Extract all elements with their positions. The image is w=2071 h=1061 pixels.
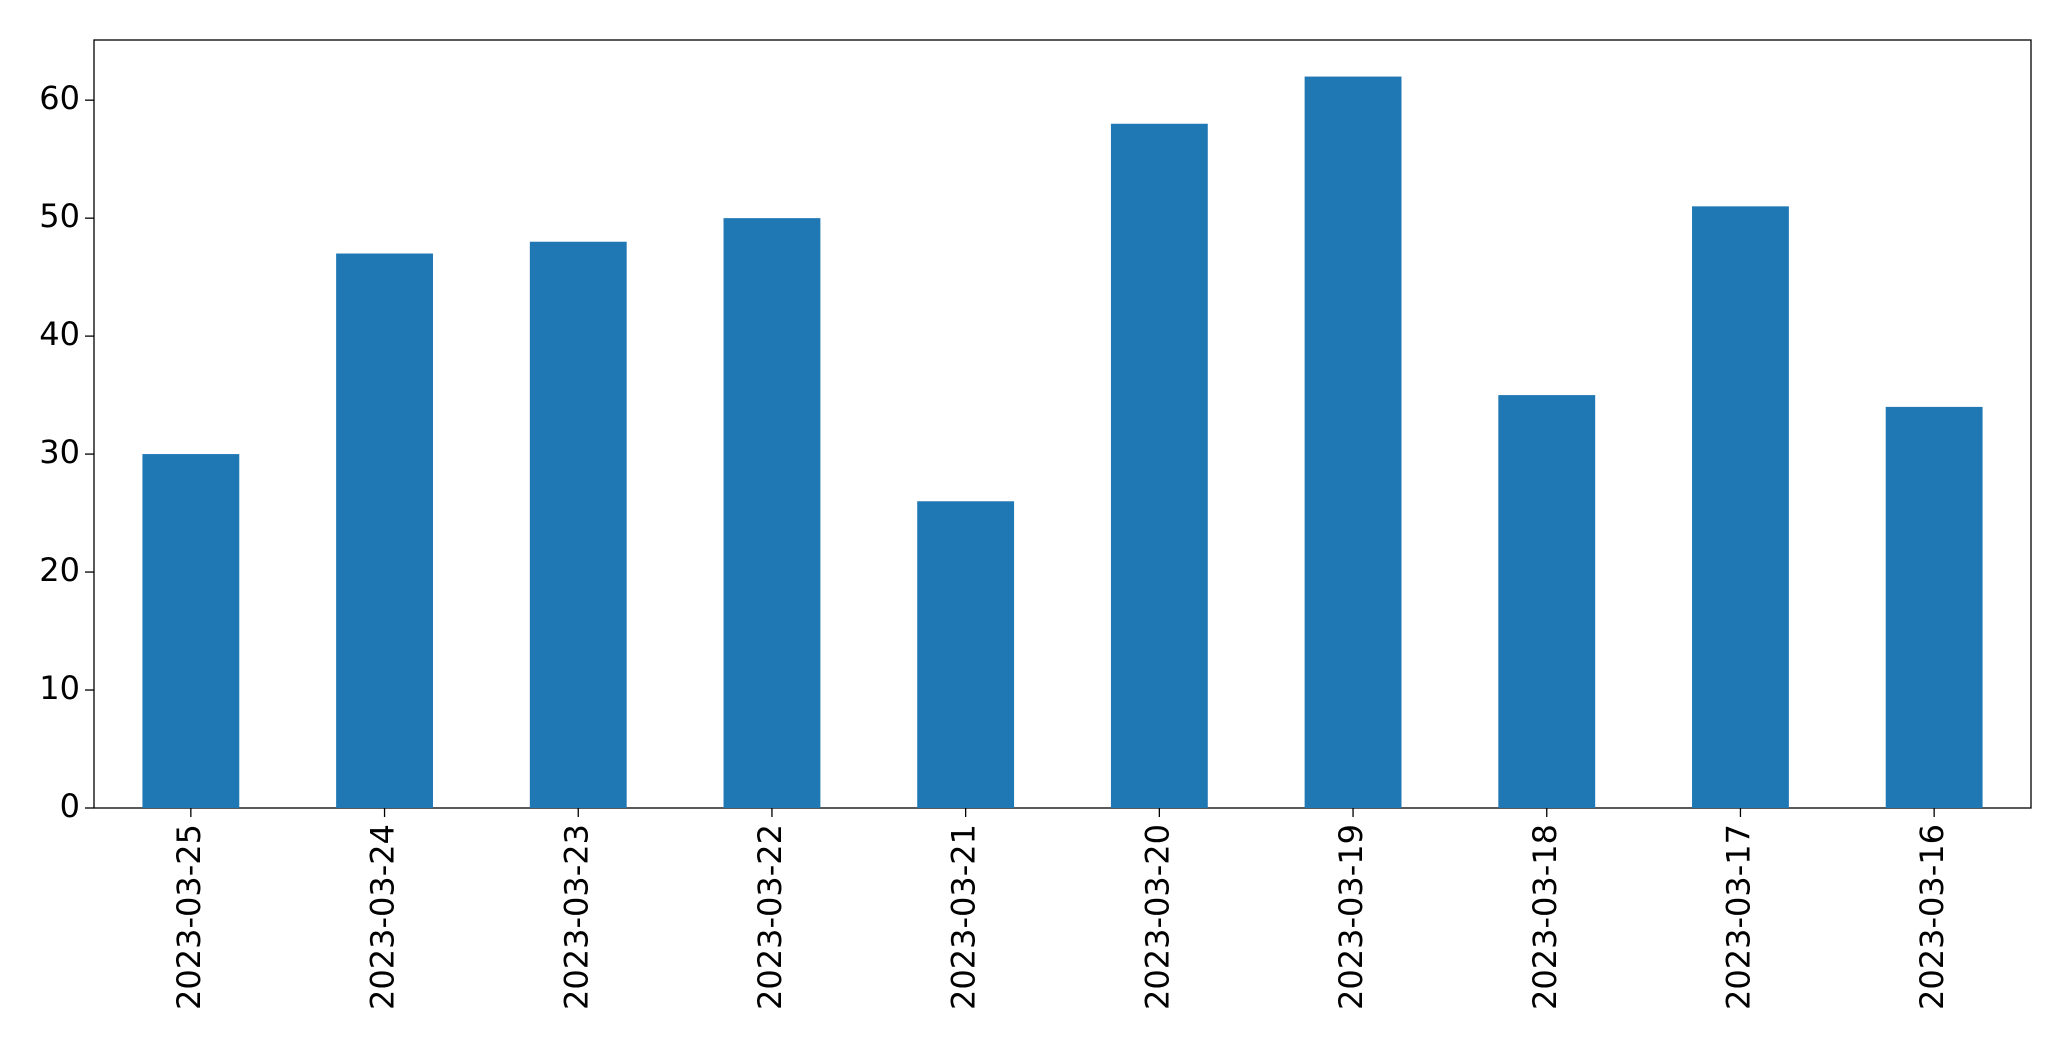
x-tick-label: 2023-03-21 <box>945 824 983 1010</box>
plot-frame <box>93 39 2032 809</box>
x-tick-label: 2023-03-19 <box>1332 824 1370 1010</box>
y-tick-label: 10 <box>39 669 80 707</box>
x-tick-label: 2023-03-17 <box>1719 824 1757 1010</box>
y-tick-label: 0 <box>60 787 80 825</box>
x-tick-label: 2023-03-22 <box>751 824 789 1010</box>
x-tick-label: 2023-03-20 <box>1138 824 1176 1010</box>
bar <box>1498 395 1596 808</box>
y-tick-label: 20 <box>39 551 80 589</box>
bar <box>336 253 433 808</box>
bar <box>529 241 627 808</box>
bar <box>1304 76 1402 809</box>
bar <box>142 454 240 808</box>
bar <box>1110 123 1208 808</box>
bar <box>1885 406 1983 808</box>
bar <box>723 218 821 808</box>
x-tick-label: 2023-03-23 <box>557 824 595 1010</box>
y-tick-label: 40 <box>39 315 80 353</box>
x-tick-label: 2023-03-25 <box>170 824 208 1010</box>
x-tick-label: 2023-03-18 <box>1526 824 1564 1010</box>
x-tick-label: 2023-03-24 <box>364 824 402 1010</box>
bar <box>917 501 1015 808</box>
y-tick-label: 60 <box>39 79 80 117</box>
y-tick-label: 50 <box>39 197 80 235</box>
y-tick-label: 30 <box>39 433 80 471</box>
bar <box>1692 206 1789 809</box>
x-tick-label: 2023-03-16 <box>1913 824 1951 1010</box>
